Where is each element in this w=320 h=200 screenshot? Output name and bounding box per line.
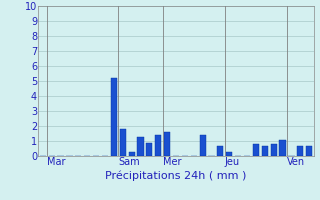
Bar [217,146,223,156]
Bar [270,144,277,156]
Bar [262,146,268,156]
Bar [297,146,303,156]
Bar [146,142,152,156]
Bar [137,137,144,156]
Bar [120,129,126,156]
Bar [253,144,259,156]
Bar [279,140,286,156]
X-axis label: Précipitations 24h ( mm ): Précipitations 24h ( mm ) [105,170,247,181]
Bar [306,146,312,156]
Bar [155,135,161,156]
Bar [129,152,135,156]
Bar [200,135,206,156]
Bar [226,152,232,156]
Bar [111,78,117,156]
Bar [164,132,170,156]
